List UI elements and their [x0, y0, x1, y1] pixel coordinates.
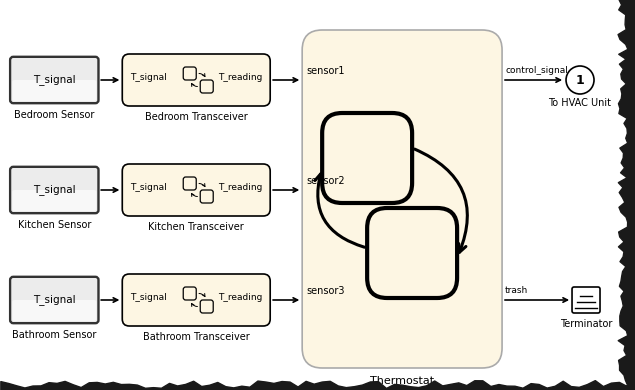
Text: T_signal: T_signal — [130, 292, 167, 301]
FancyBboxPatch shape — [322, 113, 412, 203]
Text: T_signal: T_signal — [130, 183, 167, 191]
Text: T_signal: T_signal — [33, 294, 76, 305]
Text: T_reading: T_reading — [218, 292, 262, 301]
FancyBboxPatch shape — [123, 54, 271, 106]
FancyArrowPatch shape — [315, 174, 364, 247]
FancyBboxPatch shape — [200, 300, 213, 313]
FancyBboxPatch shape — [184, 67, 196, 80]
Text: Bedroom Sensor: Bedroom Sensor — [14, 110, 95, 120]
Text: 1: 1 — [576, 73, 584, 87]
FancyArrowPatch shape — [199, 293, 205, 296]
FancyBboxPatch shape — [10, 167, 98, 213]
FancyBboxPatch shape — [123, 164, 271, 216]
Circle shape — [566, 66, 594, 94]
FancyBboxPatch shape — [302, 30, 502, 368]
FancyBboxPatch shape — [200, 190, 213, 203]
Text: sensor2: sensor2 — [306, 176, 345, 186]
Text: Bedroom Transceiver: Bedroom Transceiver — [145, 112, 248, 122]
Text: Kitchen Sensor: Kitchen Sensor — [18, 220, 91, 230]
FancyArrowPatch shape — [199, 73, 205, 76]
FancyArrowPatch shape — [192, 83, 197, 87]
Text: Terminator: Terminator — [560, 319, 612, 329]
FancyBboxPatch shape — [12, 80, 97, 101]
Text: Thermostat: Thermostat — [370, 376, 434, 386]
FancyBboxPatch shape — [184, 177, 196, 190]
FancyBboxPatch shape — [184, 287, 196, 300]
FancyArrowPatch shape — [192, 303, 197, 307]
Text: Bathroom Sensor: Bathroom Sensor — [12, 330, 97, 340]
Text: Bathroom Transceiver: Bathroom Transceiver — [143, 332, 250, 342]
Text: T_signal: T_signal — [33, 74, 76, 85]
Text: trash: trash — [505, 286, 528, 295]
FancyBboxPatch shape — [367, 208, 457, 298]
FancyBboxPatch shape — [200, 80, 213, 93]
Text: control_signal: control_signal — [505, 66, 568, 75]
Text: T_reading: T_reading — [218, 73, 262, 82]
FancyBboxPatch shape — [123, 274, 271, 326]
FancyBboxPatch shape — [11, 168, 97, 212]
FancyArrowPatch shape — [192, 193, 197, 197]
FancyBboxPatch shape — [10, 277, 98, 323]
Text: T_signal: T_signal — [130, 73, 167, 82]
Text: Kitchen Transceiver: Kitchen Transceiver — [149, 222, 244, 232]
FancyBboxPatch shape — [11, 58, 97, 102]
FancyArrowPatch shape — [199, 183, 205, 186]
Text: T_signal: T_signal — [33, 184, 76, 195]
FancyBboxPatch shape — [10, 57, 98, 103]
FancyBboxPatch shape — [12, 300, 97, 321]
Text: sensor3: sensor3 — [306, 286, 345, 296]
FancyBboxPatch shape — [12, 190, 97, 211]
Text: T_reading: T_reading — [218, 183, 262, 191]
Text: sensor1: sensor1 — [306, 66, 345, 76]
FancyBboxPatch shape — [572, 287, 600, 313]
Text: To HVAC Unit: To HVAC Unit — [549, 98, 612, 108]
FancyArrowPatch shape — [415, 149, 467, 252]
FancyBboxPatch shape — [11, 278, 97, 322]
